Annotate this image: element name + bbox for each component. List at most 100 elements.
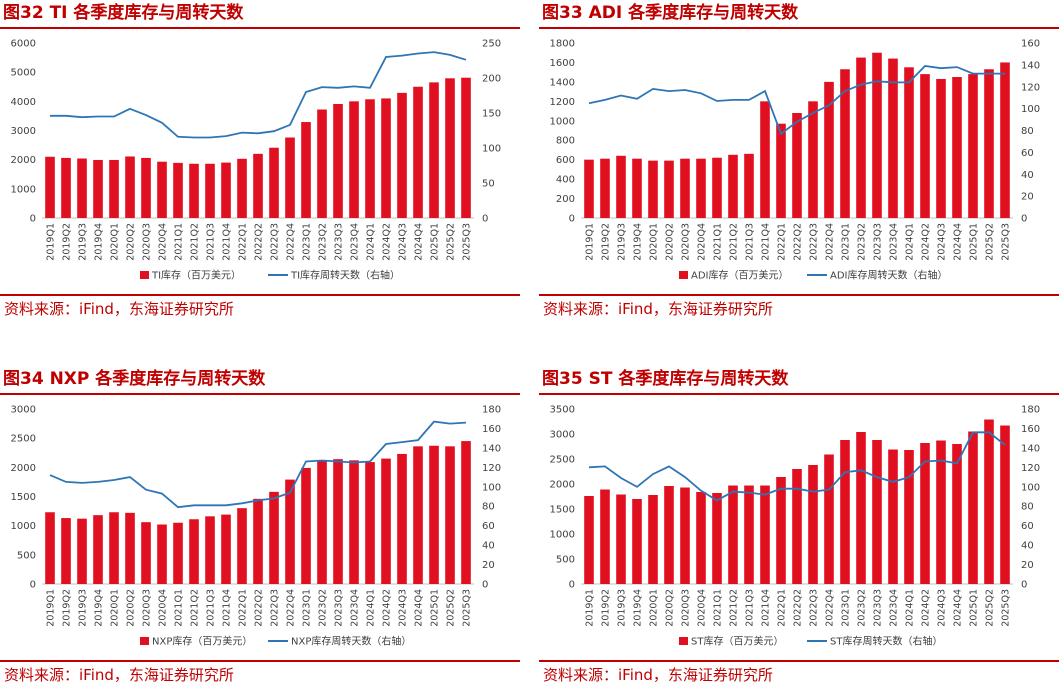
- inventory-bar: [349, 101, 359, 218]
- inventory-bar: [45, 156, 55, 218]
- inventory-bar: [237, 158, 247, 218]
- x-tick-label: 2025Q3: [1001, 589, 1012, 627]
- inventory-bar: [888, 58, 898, 218]
- y-tick-label-left: 2000: [11, 463, 36, 474]
- x-tick-label: 2023Q3: [334, 589, 345, 627]
- y-tick-label-left: 2000: [11, 155, 36, 166]
- adi-inventory-chart: 0 200 400 600 800 1000 1200 1400 1600 1800 0 20 40 60…: [550, 39, 1041, 282]
- inventory-bar: [253, 153, 263, 218]
- y-tick-label-right: 100: [1021, 482, 1040, 493]
- y-tick-label-left: 0: [569, 580, 575, 591]
- y-tick-label-right: 100: [482, 482, 501, 493]
- inventory-bar: [269, 491, 279, 584]
- inventory-bar: [648, 160, 658, 218]
- inventory-bar: [445, 446, 455, 584]
- x-tick-label: 2022Q2: [793, 223, 804, 261]
- x-tick-label: 2019Q4: [94, 223, 105, 261]
- x-tick-label: 2020Q2: [126, 589, 137, 627]
- y-tick-label-right: 150: [482, 109, 501, 120]
- x-tick-label: 2020Q3: [681, 223, 692, 261]
- x-tick-label: 2020Q4: [697, 589, 708, 627]
- y-tick-label-right: 140: [1021, 60, 1040, 71]
- y-tick-label-left: 1000: [11, 184, 36, 195]
- x-tick-label: 2022Q4: [286, 223, 297, 261]
- title-divider: [539, 27, 1059, 29]
- y-tick-label-right: 0: [482, 580, 488, 591]
- chart-panel-ti: 图32 TI 各季度库存与周转天数 0 1000 2000 3000 4000 5000 6…: [0, 0, 520, 330]
- chart-title: 图32 TI 各季度库存与周转天数: [3, 3, 244, 23]
- y-tick-label-right: 0: [482, 214, 488, 225]
- chart-panel-adi: 图33 ADI 各季度库存与周转天数 0 200 400 600 800 1000 1200…: [539, 0, 1059, 330]
- inventory-bar: [824, 81, 834, 218]
- x-tick-label: 2024Q3: [937, 223, 948, 261]
- x-tick-label: 2024Q2: [382, 223, 393, 261]
- inventory-bar: [157, 524, 167, 584]
- title-divider: [0, 27, 520, 29]
- y-tick-label-right: 160: [1021, 39, 1040, 50]
- x-tick-label: 2021Q1: [713, 589, 724, 627]
- x-tick-label: 2020Q2: [126, 223, 137, 261]
- y-tick-label-right: 250: [482, 39, 501, 50]
- y-tick-label-right: 100: [482, 144, 501, 155]
- source-note: 资料来源：iFind，东海证券研究所: [4, 666, 234, 684]
- inventory-bar: [173, 162, 183, 218]
- x-tick-label: 2025Q3: [1001, 223, 1012, 261]
- x-tick-label: 2019Q1: [585, 223, 596, 261]
- inventory-bar: [125, 512, 135, 584]
- y-tick-label-right: 140: [482, 443, 501, 454]
- inventory-bar: [61, 157, 71, 218]
- inventory-bar: [632, 499, 642, 584]
- y-tick-label-right: 20: [1021, 560, 1034, 571]
- source-note: 资料来源：iFind，东海证券研究所: [4, 300, 234, 318]
- x-tick-label: 2022Q1: [777, 223, 788, 261]
- y-tick-label-left: 0: [569, 214, 575, 225]
- y-tick-label-right: 40: [1021, 170, 1034, 181]
- source-divider: [539, 660, 1059, 662]
- y-tick-label-left: 2000: [550, 480, 575, 491]
- x-tick-label: 2023Q3: [334, 223, 345, 261]
- legend-bar-label: TI库存（百万美元）: [151, 269, 241, 282]
- x-tick-label: 2024Q2: [921, 223, 932, 261]
- x-tick-label: 2021Q4: [761, 589, 772, 627]
- inventory-bar: [888, 449, 898, 584]
- inventory-bar: [808, 101, 818, 218]
- inventory-bar: [77, 518, 87, 584]
- inventory-bar: [936, 78, 946, 218]
- y-tick-label-right: 40: [1021, 541, 1034, 552]
- x-tick-label: 2024Q3: [398, 589, 409, 627]
- x-tick-label: 2019Q3: [78, 223, 89, 261]
- y-tick-label-left: 1200: [550, 97, 575, 108]
- chart-title: 图35 ST 各季度库存与周转天数: [542, 369, 789, 389]
- x-tick-label: 2022Q3: [270, 223, 281, 261]
- x-tick-label: 2022Q1: [238, 589, 249, 627]
- x-tick-label: 2020Q2: [665, 223, 676, 261]
- inventory-bar: [920, 443, 930, 584]
- title-divider: [539, 393, 1059, 395]
- x-tick-label: 2022Q3: [270, 589, 281, 627]
- source-divider: [539, 294, 1059, 296]
- inventory-bar: [728, 154, 738, 218]
- x-tick-label: 2022Q2: [793, 589, 804, 627]
- y-tick-label-right: 180: [1021, 405, 1040, 416]
- x-tick-label: 2024Q1: [366, 223, 377, 261]
- x-tick-label: 2025Q3: [462, 589, 473, 627]
- x-tick-label: 2022Q2: [254, 589, 265, 627]
- inventory-bar: [664, 486, 674, 584]
- y-tick-label-right: 100: [1021, 104, 1040, 115]
- x-tick-label: 2021Q4: [222, 223, 233, 261]
- x-tick-label: 2022Q1: [777, 589, 788, 627]
- x-tick-label: 2020Q4: [158, 589, 169, 627]
- y-tick-label-left: 1000: [550, 530, 575, 541]
- inventory-bar: [413, 446, 423, 584]
- inventory-bar: [680, 487, 690, 584]
- inventory-bar: [77, 158, 87, 218]
- inventory-bar: [317, 109, 327, 218]
- x-tick-label: 2019Q2: [601, 589, 612, 627]
- inventory-bar: [157, 161, 167, 218]
- x-tick-label: 2023Q4: [889, 589, 900, 627]
- inventory-bar: [856, 57, 866, 218]
- y-tick-label-left: 2500: [550, 455, 575, 466]
- x-tick-label: 2024Q2: [382, 589, 393, 627]
- x-tick-label: 2019Q4: [633, 223, 644, 261]
- inventory-bar: [317, 460, 327, 584]
